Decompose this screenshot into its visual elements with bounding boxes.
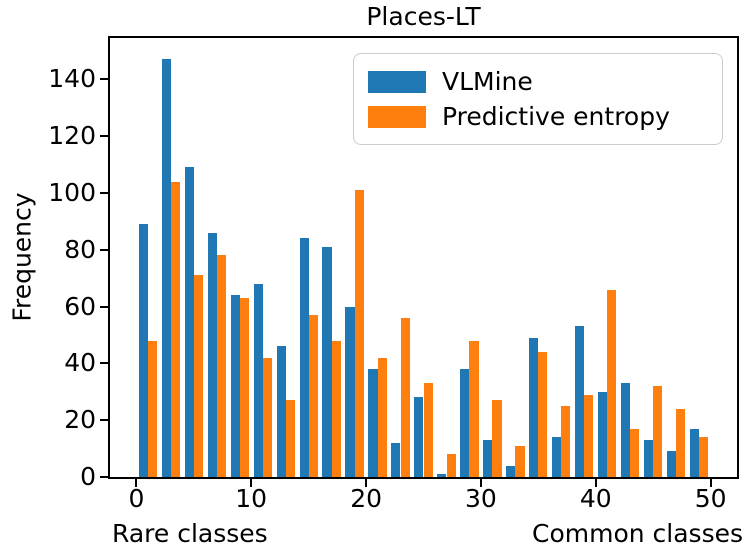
x-axis-tick [594,479,597,487]
bar-vlmine-bin-35 [529,337,539,477]
bar-predictive-entropy-bin-17 [331,340,341,477]
bar-predictive-entropy-bin-11 [262,357,272,477]
x-axis-tick [250,479,253,487]
x-tick-label: 0 [128,484,145,513]
x-axis-label-common-classes: Common classes [531,519,743,548]
bar-vlmine-bin-15 [299,238,309,477]
bar-vlmine-bin-49 [689,428,700,477]
bar-vlmine-bin-5 [184,167,194,477]
bar-predictive-entropy-bin-1 [147,340,158,477]
bar-vlmine-bin-33 [506,465,516,477]
bar-predictive-entropy-bin-5 [193,275,203,477]
x-axis-tick [709,479,712,487]
legend-label-predictive-entropy: Predictive entropy [442,101,670,131]
bar-predictive-entropy-bin-45 [653,386,663,477]
y-axis-tick [100,419,108,422]
bar-predictive-entropy-bin-39 [584,394,594,477]
bar-predictive-entropy-bin-29 [469,340,479,477]
y-tick-label: 100 [48,177,96,207]
bar-vlmine-bin-1 [138,224,148,477]
bar-vlmine-bin-47 [667,451,677,477]
bar-predictive-entropy-bin-3 [170,181,181,477]
bar-predictive-entropy-bin-21 [377,357,387,477]
bar-predictive-entropy-bin-41 [607,289,617,477]
bar-vlmine-bin-29 [460,369,470,477]
bar-predictive-entropy-bin-7 [216,255,226,477]
bar-predictive-entropy-bin-13 [285,400,295,477]
x-tick-label: 30 [464,484,497,513]
x-axis-label-rare-classes: Rare classes [112,519,268,548]
bar-predictive-entropy-bin-31 [492,400,502,477]
bar-predictive-entropy-bin-47 [676,408,686,477]
y-tick-label: 40 [64,348,96,378]
y-tick-label: 80 [64,234,96,264]
legend-label-vlmine: VLMine [442,66,533,96]
bar-predictive-entropy-bin-15 [308,315,318,477]
bar-vlmine-bin-45 [644,440,654,477]
bar-vlmine-bin-23 [391,442,401,477]
y-tick-label: 60 [64,291,96,321]
y-axis-tick [100,305,108,308]
y-tick-label: 120 [48,121,96,150]
bar-predictive-entropy-bin-49 [699,437,709,477]
bar-vlmine-bin-7 [207,232,217,477]
y-tick-label: 140 [48,64,96,94]
x-tick-label: 40 [579,484,612,513]
x-tick-label: 50 [694,484,727,513]
bar-predictive-entropy-bin-9 [239,298,249,477]
legend: VLMine Predictive entropy [353,53,723,145]
bar-vlmine-bin-13 [276,346,286,477]
legend-item-predictive-entropy: Predictive entropy [368,102,708,132]
y-axis-tick [100,191,108,194]
bar-vlmine-bin-21 [368,369,378,477]
y-axis-tick [100,135,108,137]
x-axis-tick [479,479,482,487]
y-axis-tick [100,78,108,81]
y-tick-label: 20 [64,405,96,435]
bar-predictive-entropy-bin-23 [400,317,410,477]
x-tick-label: 10 [235,484,268,513]
bar-vlmine-bin-25 [414,397,424,477]
bar-vlmine-bin-41 [598,391,608,477]
chart-title: Places-LT [366,2,481,31]
bar-vlmine-bin-3 [161,59,171,477]
bar-vlmine-bin-17 [322,246,332,477]
bar-predictive-entropy-bin-27 [446,454,456,477]
bar-vlmine-bin-19 [345,306,355,477]
bar-predictive-entropy-bin-19 [354,190,364,477]
x-axis-tick [365,479,368,487]
y-tick-label: 0 [80,462,96,491]
y-axis-tick [100,362,108,365]
y-axis-tick [100,248,108,251]
bar-predictive-entropy-bin-37 [561,406,571,477]
bar-vlmine-bin-27 [437,474,447,477]
x-axis-tick [135,479,138,487]
x-tick-label: 20 [350,484,382,513]
bar-predictive-entropy-bin-43 [630,428,640,477]
bar-vlmine-bin-43 [621,383,631,477]
bar-vlmine-bin-31 [483,440,493,477]
bar-vlmine-bin-37 [552,437,562,477]
legend-swatch-predictive-entropy [368,105,426,128]
legend-swatch-vlmine [368,70,426,93]
bar-predictive-entropy-bin-25 [423,383,433,477]
legend-item-vlmine: VLMine [368,67,708,97]
bar-vlmine-bin-11 [253,283,263,477]
bar-vlmine-bin-39 [575,326,585,477]
bar-vlmine-bin-9 [230,295,240,477]
bar-predictive-entropy-bin-35 [538,352,548,477]
bar-predictive-entropy-bin-33 [515,445,525,477]
y-axis-tick [100,476,108,478]
